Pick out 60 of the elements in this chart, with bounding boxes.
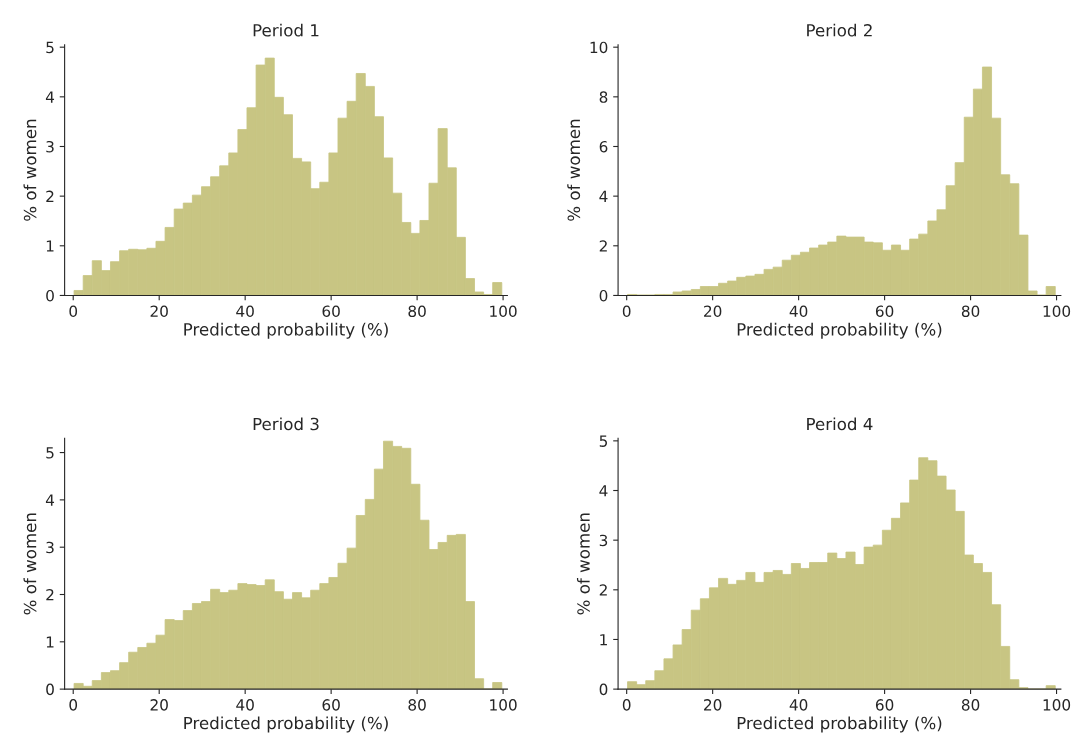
y-axis-title: % of women [23, 119, 37, 221]
x-tick-label: 40 [236, 699, 254, 711]
x-tick-label: 20 [150, 699, 168, 711]
y-tick-label: 2 [599, 240, 607, 252]
x-tick-label: 40 [236, 305, 254, 317]
y-tick-label: 3 [46, 140, 54, 153]
chart-title: Period 4 [807, 417, 873, 431]
chart-title: Period 1 [253, 23, 319, 37]
x-tick-label: 100 [1043, 699, 1071, 711]
x-axis-title: Predicted probability (%) [737, 716, 942, 733]
y-tick-label: 4 [599, 190, 608, 202]
x-axis-title: Predicted probability (%) [184, 716, 388, 733]
x-tick-label: 0 [69, 699, 78, 711]
y-tick-label: 5 [46, 447, 54, 459]
y-tick-label: 1 [600, 634, 607, 646]
x-tick-label: 0 [69, 305, 78, 317]
y-tick-label: 3 [46, 541, 54, 554]
x-tick-label: 80 [961, 305, 980, 317]
y-tick-label: 2 [46, 190, 54, 202]
x-tick-label: 20 [704, 305, 722, 317]
x-tick-label: 60 [322, 699, 340, 711]
y-tick-label: 2 [599, 584, 607, 596]
x-tick-label: 20 [150, 305, 168, 317]
x-tick-label: 60 [875, 305, 894, 317]
y-tick-label: 4 [599, 485, 608, 497]
y-tick-label: 5 [599, 435, 608, 447]
x-tick-label: 80 [408, 699, 426, 711]
y-tick-label: 0 [599, 683, 608, 696]
y-tick-label: 6 [599, 140, 608, 153]
y-tick-label: 2 [46, 588, 54, 601]
x-tick-label: 100 [1043, 305, 1071, 317]
x-axis-title: Predicted probability (%) [737, 322, 942, 339]
y-tick-label: 4 [45, 494, 55, 506]
x-axis-title: Predicted probability (%) [184, 322, 388, 339]
x-tick-label: 80 [961, 699, 980, 711]
y-tick-label: 0 [46, 289, 54, 302]
x-tick-label: 80 [408, 305, 426, 317]
y-tick-label: 0 [599, 289, 608, 302]
x-tick-label: 60 [322, 305, 340, 317]
x-tick-label: 40 [789, 699, 808, 711]
y-axis-title: % of women [576, 513, 590, 615]
chart-title: Period 2 [807, 23, 872, 37]
y-tick-label: 10 [590, 41, 608, 54]
x-tick-label: 100 [490, 305, 517, 317]
y-tick-label: 0 [46, 683, 54, 696]
x-tick-label: 20 [704, 699, 722, 711]
y-tick-label: 3 [599, 534, 608, 547]
y-tick-label: 1 [46, 240, 54, 252]
x-tick-label: 0 [622, 305, 631, 317]
y-axis-title: % of women [23, 513, 37, 615]
x-tick-label: 60 [875, 699, 894, 711]
x-tick-label: 40 [789, 305, 808, 317]
x-tick-label: 0 [622, 699, 631, 711]
y-tick-label: 1 [46, 636, 54, 648]
chart-title: Period 3 [253, 417, 319, 431]
x-tick-label: 100 [490, 699, 517, 711]
y-tick-label: 8 [599, 91, 608, 103]
y-axis-title: % of women [567, 119, 581, 221]
y-tick-label: 4 [45, 91, 55, 103]
y-tick-label: 5 [46, 41, 54, 54]
